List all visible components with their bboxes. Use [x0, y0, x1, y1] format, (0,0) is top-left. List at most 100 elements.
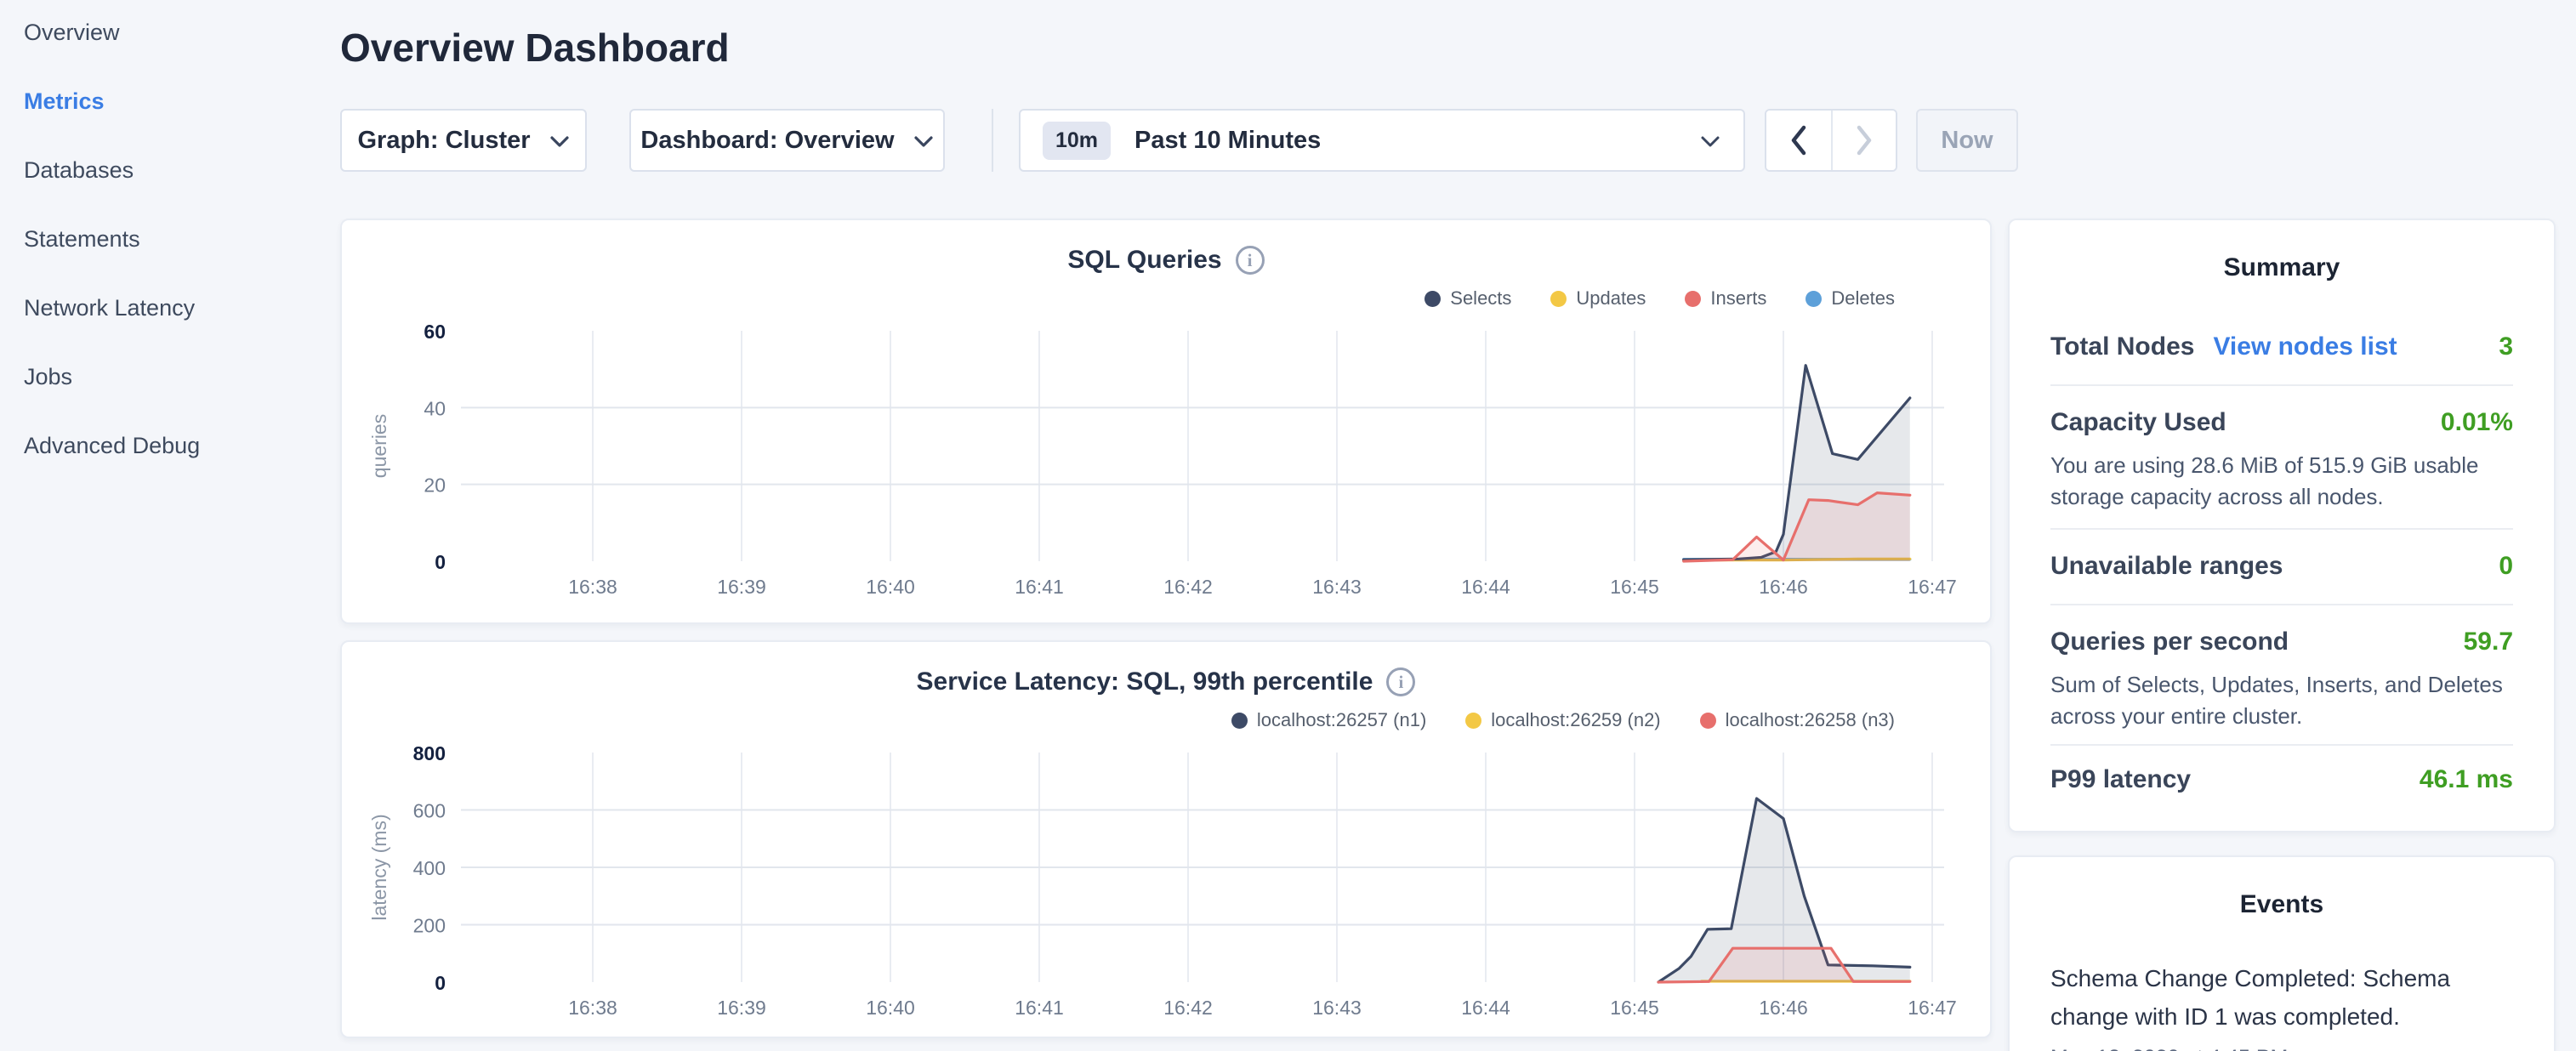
chevron-down-icon: [1699, 135, 1721, 149]
divider: [2050, 384, 2513, 386]
service-latency-chart-card: Service Latency: SQL, 99th percentile i …: [340, 640, 1992, 1038]
sidebar-item-overview[interactable]: Overview: [24, 19, 340, 46]
legend-dot-icon: [1685, 291, 1701, 307]
chevron-down-icon: [549, 135, 570, 149]
sql-queries-chart[interactable]: 020406016:3816:3916:4016:4116:4216:4316:…: [366, 322, 1970, 616]
dashboard-content: SQL Queries i Selects Updates Inserts Delet…: [340, 219, 2576, 1051]
x-axis-tick-label: 16:38: [568, 576, 617, 598]
summary-row-p99-latency: P99 latency 46.1 ms: [2050, 764, 2513, 795]
legend-item[interactable]: Deletes: [1805, 287, 1895, 310]
summary-row-label: Capacity Used: [2050, 407, 2226, 438]
summary-row-label: Unavailable ranges: [2050, 551, 2283, 582]
chevron-left-icon: [1789, 124, 1808, 156]
sidebar-item-advanced-debug[interactable]: Advanced Debug: [24, 432, 340, 459]
legend-dot-icon: [1465, 713, 1481, 729]
x-axis-tick-label: 16:44: [1461, 576, 1510, 598]
controls-divider: [992, 109, 993, 172]
sidebar-item-network-latency[interactable]: Network Latency: [24, 294, 340, 321]
time-range-picker[interactable]: 10m Past 10 Minutes: [1019, 109, 1745, 172]
summary-row-description: Sum of Selects, Updates, Inserts, and De…: [2050, 669, 2513, 732]
x-axis-tick-label: 16:40: [866, 576, 915, 598]
y-axis-tick-label: 200: [413, 915, 446, 937]
time-back-button[interactable]: [1766, 111, 1831, 170]
sidebar-item-jobs[interactable]: Jobs: [24, 363, 340, 390]
x-axis-tick-label: 16:41: [1015, 576, 1064, 598]
sidebar-item-statements[interactable]: Statements: [24, 225, 340, 253]
x-axis-tick-label: 16:44: [1461, 997, 1510, 1019]
dashboard-dropdown[interactable]: Dashboard: Overview: [629, 109, 945, 172]
event-text: Schema Change Completed: Schema change w…: [2050, 959, 2513, 1036]
legend-label: Selects: [1450, 287, 1511, 310]
y-axis-unit-label: latency (ms): [368, 814, 390, 920]
chevron-right-icon: [1855, 124, 1874, 156]
summary-row-total-nodes: Total Nodes View nodes list 3: [2050, 332, 2513, 362]
chart-legend: Selects Updates Inserts Deletes: [366, 285, 1966, 312]
legend-label: localhost:26257 (n1): [1257, 709, 1426, 731]
legend-item[interactable]: localhost:26259 (n2): [1465, 709, 1660, 731]
time-forward-button[interactable]: [1831, 111, 1896, 170]
chart-title: SQL Queries: [1067, 246, 1221, 275]
x-axis-tick-label: 16:43: [1312, 997, 1362, 1019]
main-content: Overview Dashboard Graph: Cluster Dashbo…: [340, 0, 2576, 1051]
x-axis-tick-label: 16:45: [1610, 997, 1659, 1019]
legend-item[interactable]: localhost:26258 (n3): [1700, 709, 1895, 731]
summary-row-value: 0.01%: [2441, 408, 2513, 437]
sidebar-item-metrics[interactable]: Metrics: [24, 88, 340, 115]
summary-row-value: 46.1 ms: [2420, 765, 2513, 794]
legend-label: localhost:26258 (n3): [1726, 709, 1895, 731]
x-axis-tick-label: 16:42: [1163, 576, 1213, 598]
y-axis-tick-label: 60: [424, 322, 446, 343]
time-range-badge: 10m: [1043, 122, 1111, 160]
legend-item[interactable]: Selects: [1424, 287, 1511, 310]
y-axis-unit-label: queries: [368, 414, 390, 478]
service-latency-chart[interactable]: 020040060080016:3816:3916:4016:4116:4216…: [366, 744, 1970, 1029]
summary-panel: Summary Total Nodes View nodes list 3 Ca…: [2008, 219, 2556, 832]
time-range-label: Past 10 Minutes: [1134, 127, 1321, 155]
controls-bar: Graph: Cluster Dashboard: Overview 10m P…: [340, 109, 2576, 172]
summary-row-label: Queries per second: [2050, 627, 2289, 657]
x-axis-tick-label: 16:42: [1163, 997, 1213, 1019]
legend-label: Deletes: [1831, 287, 1895, 310]
legend-label: Updates: [1576, 287, 1646, 310]
chart-legend: localhost:26257 (n1) localhost:26259 (n2)…: [366, 707, 1966, 734]
x-axis-tick-label: 16:46: [1759, 997, 1808, 1019]
info-icon[interactable]: i: [1386, 668, 1415, 696]
summary-row-label: P99 latency: [2050, 764, 2191, 795]
sidebar-item-databases[interactable]: Databases: [24, 156, 340, 184]
time-step-buttons: [1765, 109, 1897, 172]
info-icon[interactable]: i: [1236, 246, 1265, 275]
dashboard-dropdown-label: Dashboard: Overview: [640, 127, 894, 155]
x-axis-tick-label: 16:39: [717, 997, 766, 1019]
summary-title: Summary: [2050, 220, 2513, 283]
legend-item[interactable]: Inserts: [1685, 287, 1766, 310]
legend-label: localhost:26259 (n2): [1491, 709, 1660, 731]
x-axis-tick-label: 16:46: [1759, 576, 1808, 598]
events-title: Events: [2050, 857, 2513, 920]
legend-dot-icon: [1550, 291, 1567, 307]
x-axis-tick-label: 16:40: [866, 997, 915, 1019]
summary-row-queries-per-second: Queries per second 59.7: [2050, 627, 2513, 657]
graph-dropdown[interactable]: Graph: Cluster: [340, 109, 587, 172]
x-axis-tick-label: 16:43: [1312, 576, 1362, 598]
legend-item[interactable]: Updates: [1550, 287, 1646, 310]
now-button[interactable]: Now: [1916, 109, 2018, 172]
page-title: Overview Dashboard: [340, 26, 2576, 70]
events-panel: Events Schema Change Completed: Schema c…: [2008, 855, 2556, 1051]
summary-row-value: 0: [2499, 552, 2513, 581]
y-axis-tick-label: 20: [424, 474, 446, 497]
y-axis-tick-label: 40: [424, 397, 446, 419]
y-axis-tick-label: 800: [413, 744, 446, 764]
summary-row-unavailable-ranges: Unavailable ranges 0: [2050, 551, 2513, 582]
legend-item[interactable]: localhost:26257 (n1): [1231, 709, 1426, 731]
divider: [2050, 744, 2513, 746]
event-timestamp: May 13, 2020 at 4:45 PM: [2050, 1046, 2513, 1051]
view-nodes-list-link[interactable]: View nodes list: [2213, 332, 2397, 361]
event-list-item[interactable]: Schema Change Completed: Schema change w…: [2050, 959, 2513, 1051]
divider: [2050, 528, 2513, 530]
right-sidebar: Summary Total Nodes View nodes list 3 Ca…: [2008, 219, 2556, 1051]
legend-label: Inserts: [1710, 287, 1766, 310]
x-axis-tick-label: 16:39: [717, 576, 766, 598]
x-axis-tick-label: 16:41: [1015, 997, 1064, 1019]
chart-title-row: SQL Queries i: [366, 242, 1966, 278]
sidebar-nav: Overview Metrics Databases Statements Networ…: [0, 0, 340, 1051]
